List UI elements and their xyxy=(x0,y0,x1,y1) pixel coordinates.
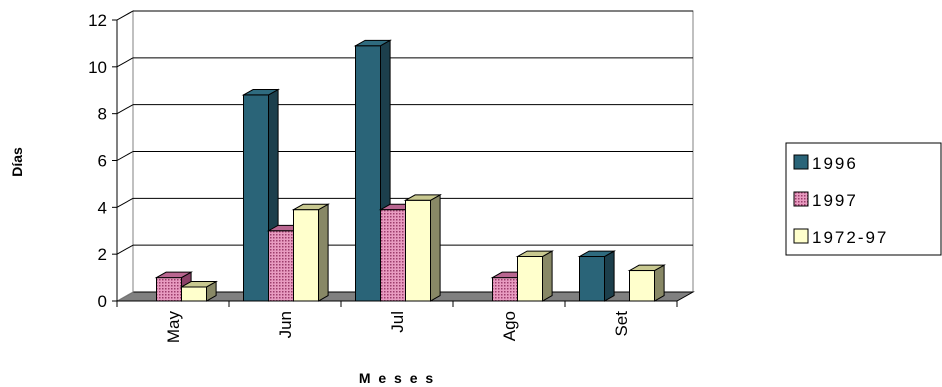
bar-side xyxy=(654,264,665,302)
x-tick-label: Ago xyxy=(500,311,519,341)
gridline-side xyxy=(116,151,134,161)
legend-box xyxy=(785,142,942,256)
bar-top xyxy=(241,89,281,96)
bar-front xyxy=(405,199,431,302)
y-axis-title: Días xyxy=(9,147,25,177)
legend-swatch xyxy=(793,228,809,244)
bar-front xyxy=(380,209,406,302)
legend-label: 1996 xyxy=(812,154,858,173)
gridline-side xyxy=(116,104,134,115)
bar-top xyxy=(515,250,555,258)
bar-side xyxy=(542,250,553,302)
bar xyxy=(577,250,617,302)
y-tick-label: 12 xyxy=(88,11,107,30)
bar-top xyxy=(577,250,617,258)
axes: 0 2 4 6 8 10 12 May Jun Jul Ago Set xyxy=(88,11,678,344)
y-tick-label: 6 xyxy=(98,152,107,171)
bar-front xyxy=(181,286,207,302)
y-tick-label: 10 xyxy=(88,58,107,77)
bar-front xyxy=(492,277,518,302)
gridline-side xyxy=(116,197,134,208)
x-axis-title: M e s e s xyxy=(359,370,435,386)
legend-swatch xyxy=(793,154,809,170)
x-tick-label: Jul xyxy=(388,311,407,333)
bar xyxy=(515,250,555,302)
x-tick-label: May xyxy=(164,311,183,344)
y-tick-label: 0 xyxy=(98,292,107,311)
bar-front xyxy=(355,45,381,302)
bar-side xyxy=(430,194,441,302)
y-tick-label: 2 xyxy=(98,245,107,264)
bar-front xyxy=(629,270,655,302)
gridline-side xyxy=(116,57,134,68)
gridline-side xyxy=(116,10,134,21)
legend-label: 1997 xyxy=(812,191,858,210)
bar-front xyxy=(517,256,543,302)
bar-side xyxy=(318,203,329,302)
bar-top xyxy=(403,194,443,201)
y-tick-label: 8 xyxy=(98,105,107,124)
bar xyxy=(291,203,331,302)
x-tick-label: Set xyxy=(612,311,631,337)
bar-top xyxy=(353,39,393,47)
bar xyxy=(179,280,219,302)
bars xyxy=(154,39,667,302)
legend-swatch xyxy=(793,191,809,207)
bar-front xyxy=(268,230,294,302)
bar-front xyxy=(156,277,182,302)
gridline-side xyxy=(116,244,134,255)
bar xyxy=(627,264,667,302)
bar-top xyxy=(154,271,194,279)
legend-label: 1972-97 xyxy=(812,228,888,247)
bar-top xyxy=(179,281,219,288)
bar-front xyxy=(579,256,605,302)
legend: 1996 1997 1972-97 xyxy=(785,142,942,256)
bar-top xyxy=(627,264,667,272)
bar-top xyxy=(291,203,331,211)
bar-side xyxy=(604,250,615,302)
x-tick-label: Jun xyxy=(276,311,295,338)
bar-front xyxy=(293,209,319,302)
bar-front xyxy=(243,94,269,302)
bar xyxy=(403,194,443,302)
y-tick-label: 4 xyxy=(98,198,107,217)
